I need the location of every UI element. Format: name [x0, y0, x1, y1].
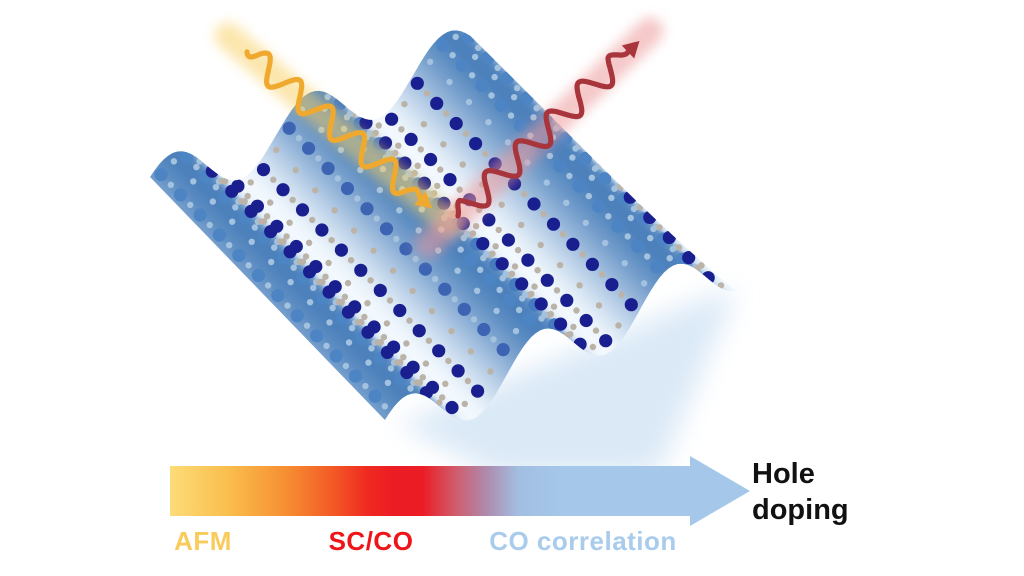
hole-doping-arrow	[170, 456, 750, 526]
hole-doping-arrowhead	[690, 456, 750, 526]
scattered-photon-glow	[415, 17, 664, 258]
scattered-photon-arrow	[415, 17, 664, 258]
light-fan	[398, 290, 737, 474]
co-correlation-label: CO correlation	[489, 526, 677, 556]
hole-doping-label: Hole doping	[752, 458, 849, 527]
incident-photon-glow	[214, 22, 463, 237]
afm-label: AFM	[174, 526, 232, 556]
incident-photon-arrowhead	[414, 191, 433, 209]
lattice-dots	[154, 31, 725, 415]
scattered-photon-arrowhead	[621, 40, 640, 59]
sc-co-label: SC/CO	[328, 526, 414, 556]
incident-photon-arrow	[214, 22, 463, 237]
